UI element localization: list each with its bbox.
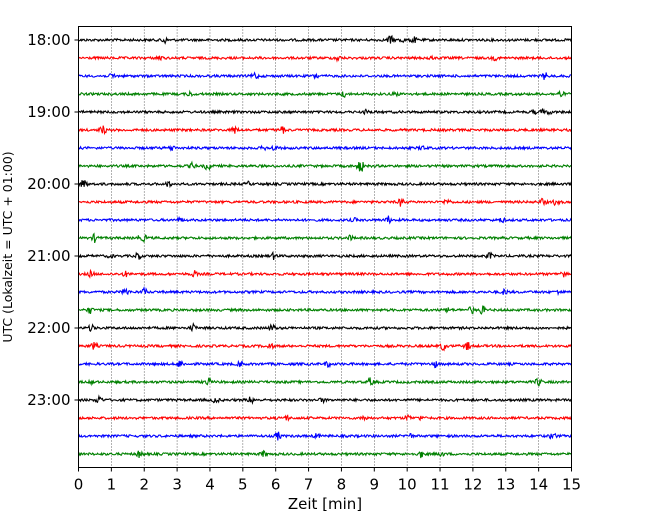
x-tick-label: 5 — [238, 476, 248, 494]
trace-line — [78, 286, 572, 297]
trace-line — [78, 250, 572, 261]
trace-line — [78, 71, 572, 80]
y-tick-label: 22:00 — [27, 319, 70, 337]
plot-frame — [78, 26, 572, 468]
y-axis-ticks: 18:00 19:00 20:00 21:00 22:00 23:00 — [27, 31, 79, 409]
x-tick-label: 9 — [370, 476, 380, 494]
trace-line — [78, 107, 572, 116]
x-tick-label: 4 — [205, 476, 215, 494]
trace-line — [78, 359, 572, 369]
trace-line — [78, 377, 572, 387]
y-tick-label: 20:00 — [27, 175, 70, 193]
trace-line — [78, 341, 572, 352]
trace-line — [78, 160, 572, 172]
trace-line — [77, 180, 572, 189]
x-tick-label: 2 — [139, 476, 149, 494]
trace-line — [78, 322, 572, 333]
x-axis-label: Zeit [min] — [288, 495, 362, 513]
x-tick-label: 11 — [430, 476, 449, 494]
y-tick-label: 19:00 — [27, 103, 70, 121]
trace-line — [78, 232, 573, 244]
x-tick-label: 3 — [172, 476, 182, 494]
trace-line — [78, 414, 572, 422]
x-axis-ticks: 0 1 2 3 4 5 6 7 8 9 10 11 12 13 14 15 — [74, 467, 581, 494]
trace-line — [78, 268, 572, 279]
x-tick-label: 8 — [337, 476, 347, 494]
trace-line — [78, 54, 572, 63]
y-tick-label: 18:00 — [27, 31, 70, 49]
x-tick-label: 10 — [398, 476, 417, 494]
trace-line — [78, 305, 572, 315]
trace-line — [78, 34, 572, 45]
trace-line — [77, 144, 573, 152]
x-tick-label: 14 — [529, 476, 548, 494]
y-tick-label: 23:00 — [27, 391, 70, 409]
x-tick-label: 0 — [74, 476, 84, 494]
x-tick-label: 7 — [304, 476, 314, 494]
y-axis-label: UTC (Lokalzeit = UTC + 01:00) — [0, 151, 15, 342]
trace-line — [78, 215, 572, 225]
x-tick-label: 1 — [107, 476, 117, 494]
trace-line — [78, 449, 572, 459]
x-tick-label: 13 — [496, 476, 515, 494]
trace-line — [78, 197, 572, 207]
trace-line — [78, 394, 572, 405]
seismogram-traces — [77, 34, 573, 459]
trace-line — [77, 431, 573, 441]
x-tick-label: 15 — [562, 476, 581, 494]
trace-line — [78, 89, 572, 99]
trace-line — [78, 125, 572, 136]
y-tick-label: 21:00 — [27, 247, 70, 265]
x-tick-label: 6 — [271, 476, 281, 494]
x-tick-label: 12 — [463, 476, 482, 494]
